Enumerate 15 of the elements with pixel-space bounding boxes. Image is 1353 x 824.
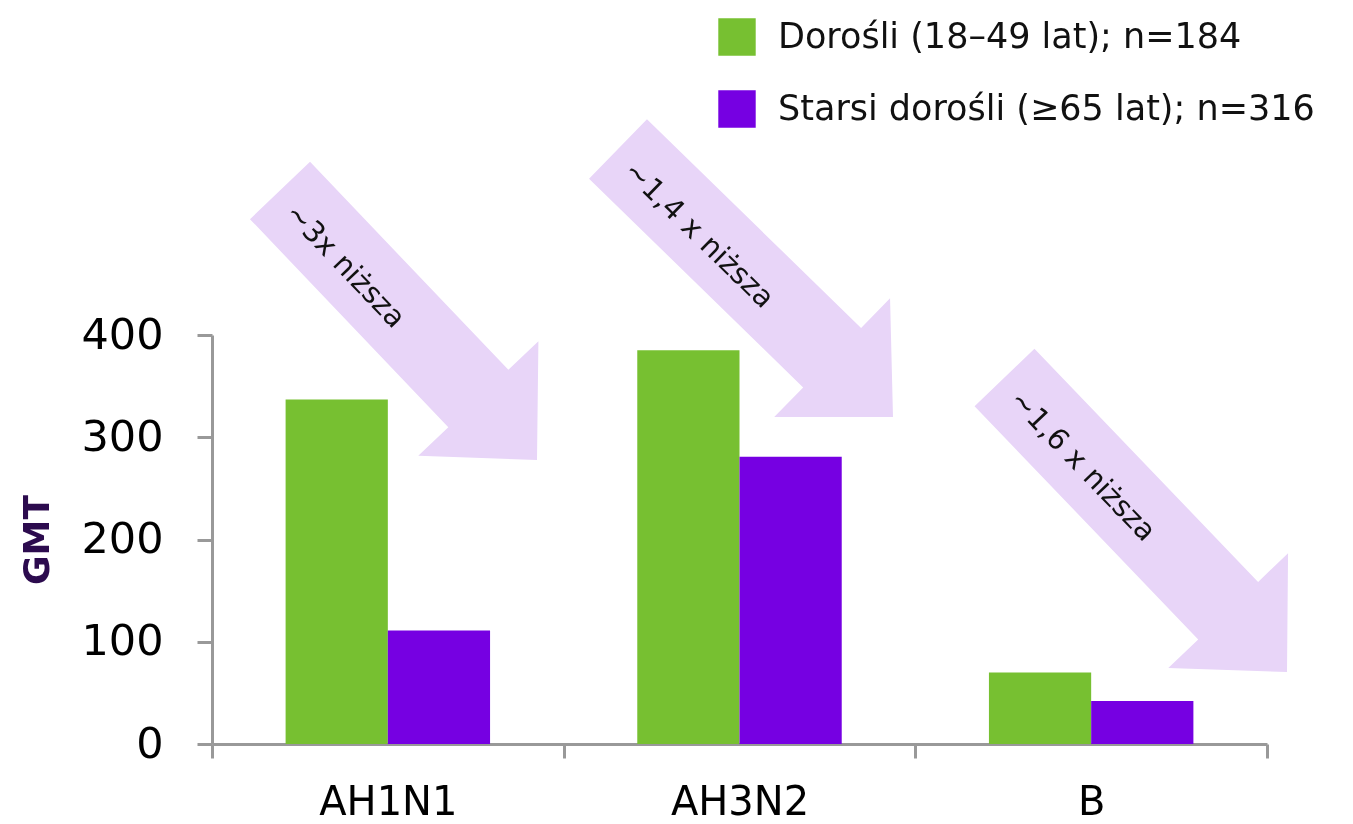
y-tick-label: 100 bbox=[81, 615, 164, 666]
y-tick-label: 300 bbox=[81, 410, 164, 461]
legend-label: Starsi dorośli (≥65 lat); n=316 bbox=[778, 88, 1315, 128]
y-tick-label: 200 bbox=[81, 513, 164, 563]
y-tick-label: 400 bbox=[81, 308, 164, 359]
y-axis-title: GMT bbox=[16, 494, 58, 585]
y-tick-label: 0 bbox=[136, 717, 164, 768]
bar bbox=[1091, 701, 1194, 744]
bar bbox=[387, 630, 491, 744]
bar bbox=[988, 672, 1092, 744]
x-tick-label: AH1N1 bbox=[319, 777, 458, 824]
bar bbox=[739, 456, 842, 744]
x-tick-label: AH3N2 bbox=[670, 777, 810, 824]
legend-label: Dorośli (18–49 lat); n=184 bbox=[778, 16, 1242, 56]
x-tick-label: B bbox=[1077, 777, 1106, 824]
